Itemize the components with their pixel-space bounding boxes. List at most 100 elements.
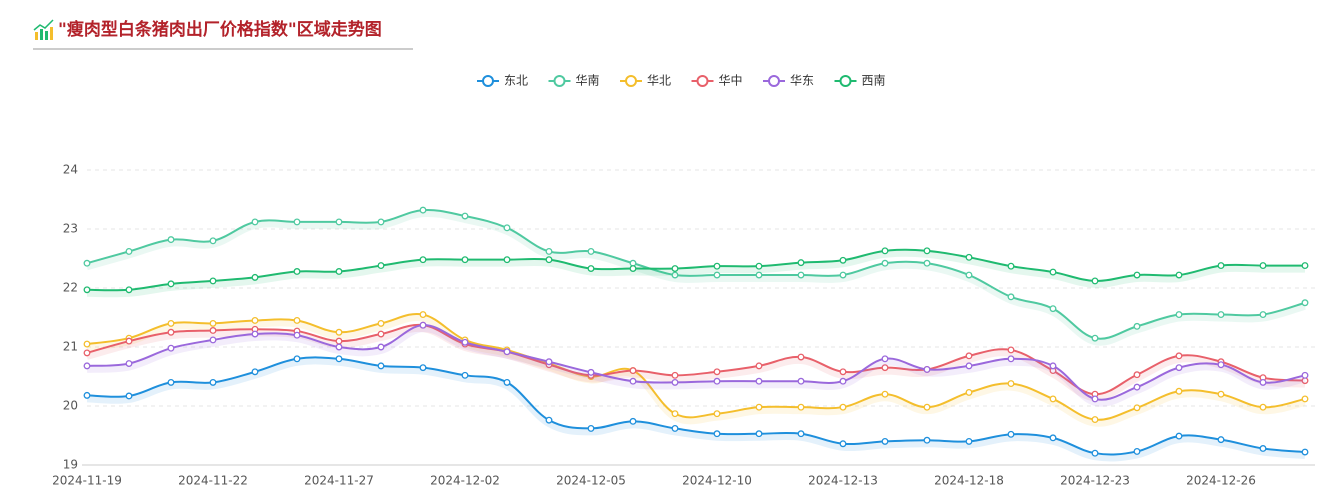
point <box>167 236 175 244</box>
point <box>671 265 679 272</box>
point <box>461 371 469 379</box>
legend-label: 华中 <box>719 73 743 88</box>
point <box>83 349 91 357</box>
point <box>629 377 637 385</box>
point <box>377 262 385 270</box>
legend-item: 华南 <box>548 73 600 88</box>
legend-item: 华北 <box>620 74 671 88</box>
point <box>965 352 973 360</box>
point <box>1133 371 1141 379</box>
legend: 东北 华南 华北 华中 华东 西南 <box>477 73 886 88</box>
point <box>83 259 91 267</box>
point <box>1175 352 1183 360</box>
point <box>335 268 343 275</box>
point <box>1217 361 1225 369</box>
point <box>881 364 889 372</box>
y-tick-label: 20 <box>63 399 78 413</box>
point <box>209 378 217 386</box>
point <box>1259 262 1267 270</box>
point <box>1007 346 1015 354</box>
point <box>293 317 301 324</box>
point <box>797 403 805 411</box>
point <box>209 336 217 344</box>
point <box>1133 383 1141 391</box>
point <box>377 218 385 226</box>
legend-marker <box>482 75 494 87</box>
point <box>923 365 931 373</box>
point <box>881 247 889 255</box>
point <box>1133 322 1141 330</box>
point <box>335 343 343 351</box>
point <box>1301 299 1309 307</box>
point <box>419 311 427 318</box>
point <box>1217 262 1225 270</box>
point <box>839 440 847 448</box>
point <box>419 321 427 329</box>
point <box>209 237 217 245</box>
point <box>923 259 931 267</box>
x-tick-label: 2024-12-13 <box>808 474 878 488</box>
line-glow <box>86 358 1306 462</box>
legend-marker <box>625 75 637 87</box>
legend-label: 西南 <box>862 73 886 88</box>
point <box>251 317 259 324</box>
y-tick-label: 22 <box>63 281 78 295</box>
point <box>671 378 679 386</box>
point <box>923 436 931 444</box>
y-tick-label: 19 <box>63 458 78 472</box>
point <box>503 224 511 232</box>
point <box>1133 404 1141 412</box>
point <box>545 256 553 264</box>
point <box>1049 395 1057 403</box>
point <box>1007 262 1015 270</box>
legend-item: 华东 <box>763 74 814 88</box>
y-tick-label: 24 <box>63 163 78 177</box>
point <box>335 355 343 363</box>
point <box>1175 432 1183 440</box>
point <box>1091 449 1099 457</box>
point <box>1217 311 1225 318</box>
legend-marker <box>553 75 566 87</box>
point <box>587 265 595 272</box>
x-tick-label: 2024-12-18 <box>934 474 1004 488</box>
point <box>1259 378 1267 386</box>
point <box>797 259 805 267</box>
point <box>1007 293 1015 301</box>
point <box>1217 390 1225 398</box>
x-tick-label: 2024-12-10 <box>682 474 752 488</box>
point <box>293 268 301 275</box>
point <box>965 437 973 445</box>
point <box>839 377 847 385</box>
point <box>125 392 133 400</box>
point <box>293 355 301 363</box>
x-tick-label: 2024-11-22 <box>178 474 248 488</box>
point <box>797 377 805 385</box>
point <box>461 338 469 346</box>
line <box>86 356 1306 456</box>
point <box>755 430 763 438</box>
point <box>503 256 511 264</box>
point <box>671 424 679 432</box>
point <box>713 262 721 270</box>
legend-item: 东北 <box>477 74 528 88</box>
point <box>1175 387 1183 395</box>
point <box>377 330 385 338</box>
series <box>83 321 1309 407</box>
point <box>671 371 679 379</box>
line-glow <box>86 326 1306 407</box>
legend-marker <box>768 75 780 87</box>
point <box>881 259 889 267</box>
point <box>797 353 805 361</box>
point <box>1007 430 1015 438</box>
point <box>83 362 91 370</box>
point <box>881 355 889 363</box>
point <box>167 319 175 327</box>
point <box>251 273 259 281</box>
legend-item: 华中 <box>691 73 743 88</box>
point <box>1175 271 1183 279</box>
point <box>587 424 595 432</box>
point <box>629 367 637 375</box>
point <box>1217 436 1225 444</box>
point <box>83 286 91 294</box>
line-glow <box>86 210 1306 346</box>
